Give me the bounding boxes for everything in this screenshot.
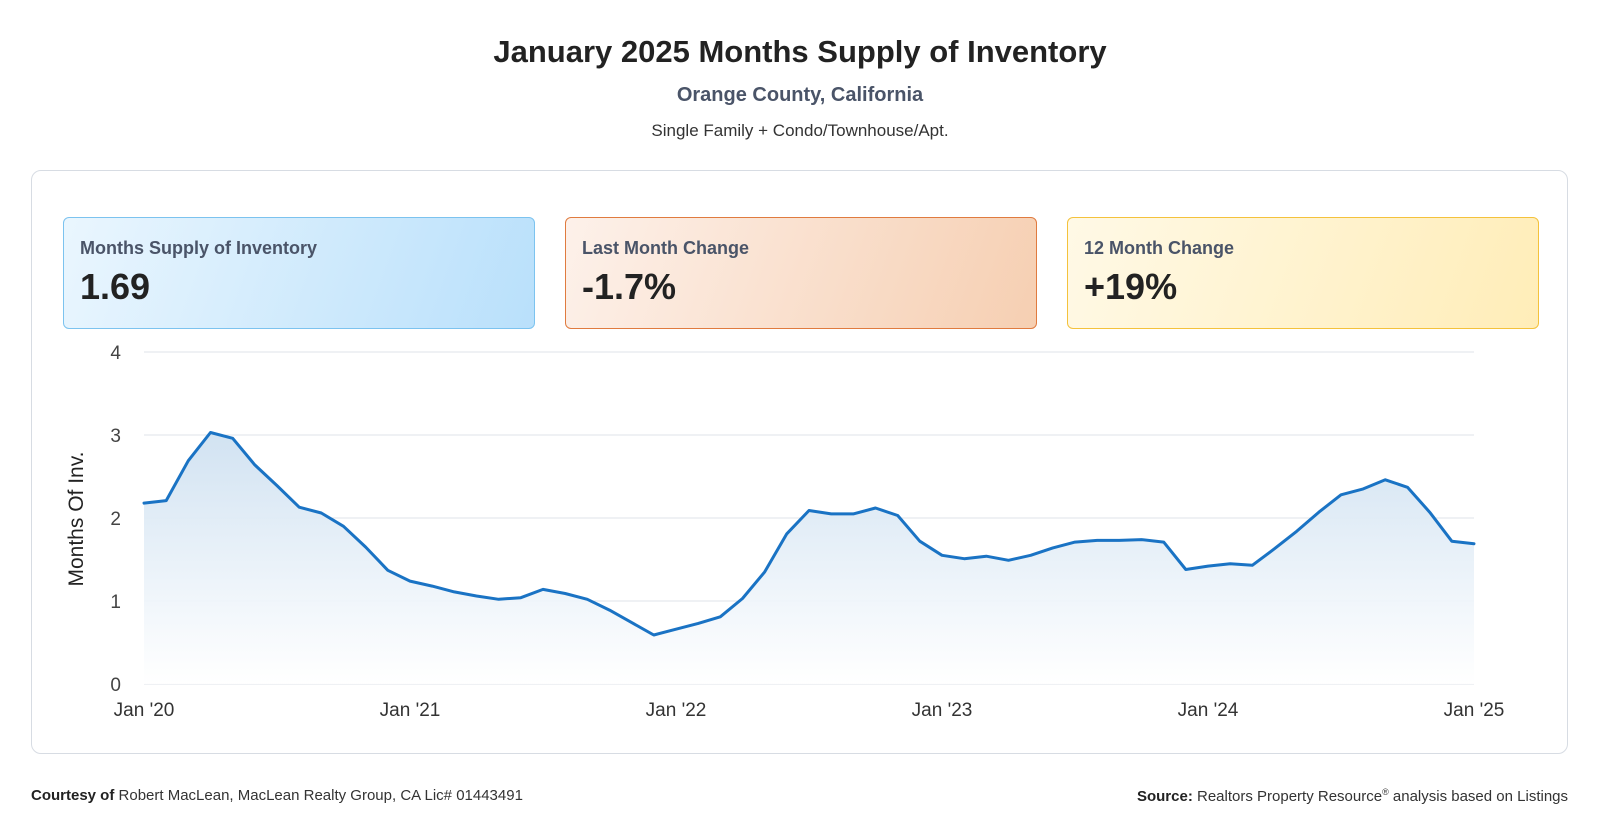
page-title: January 2025 Months Supply of Inventory — [493, 34, 1107, 69]
stat-value: -1.7% — [582, 266, 677, 307]
stat-value: +19% — [1084, 266, 1178, 307]
source-suffix: analysis based on Listings — [1392, 788, 1568, 805]
y-tick-label: 1 — [110, 592, 121, 613]
source-text: Realtors Property Resource — [1197, 788, 1383, 805]
y-tick-label: 0 — [110, 675, 121, 696]
page-subtitle: Orange County, California — [676, 84, 924, 106]
stat-card-msi: Months Supply of Inventory 1.69 — [63, 217, 535, 329]
courtesy-text: Robert MacLean, MacLean Realty Group, CA… — [118, 787, 523, 804]
x-tick-label: Jan '24 — [1178, 700, 1239, 721]
footer-courtesy: Courtesy of Robert MacLean, MacLean Real… — [31, 787, 523, 804]
x-tick-label: Jan '23 — [912, 700, 973, 721]
stat-card-12-month: 12 Month Change +19% — [1067, 217, 1539, 329]
footer-source: Source: Realtors Property Resource® anal… — [1137, 787, 1568, 805]
y-tick-label: 2 — [110, 509, 121, 530]
x-tick-label: Jan '20 — [114, 700, 175, 721]
y-tick-label: 3 — [110, 426, 121, 447]
registered-mark: ® — [1382, 787, 1389, 797]
stat-value: 1.69 — [80, 266, 151, 307]
series-area — [144, 432, 1474, 684]
stat-label: Last Month Change — [582, 238, 749, 258]
courtesy-label: Courtesy of — [31, 787, 115, 804]
stat-label: 12 Month Change — [1084, 238, 1235, 258]
x-tick-label: Jan '22 — [646, 700, 707, 721]
stat-label: Months Supply of Inventory — [80, 238, 317, 258]
stat-card-last-month: Last Month Change -1.7% — [565, 217, 1037, 329]
y-axis-label: Months Of Inv. — [65, 452, 88, 587]
line-chart: 0 1 2 3 4 Jan '20 Jan '21 Jan '22 Jan '23 Jan '2… — [65, 343, 1505, 721]
x-tick-label: Jan '21 — [380, 700, 441, 721]
source-label: Source: — [1136, 788, 1193, 805]
y-tick-label: 4 — [110, 343, 121, 364]
series-line — [142, 431, 1476, 637]
property-types: Single Family + Condo/Townhouse/Apt. — [651, 121, 949, 140]
x-tick-label: Jan '25 — [1444, 700, 1505, 721]
